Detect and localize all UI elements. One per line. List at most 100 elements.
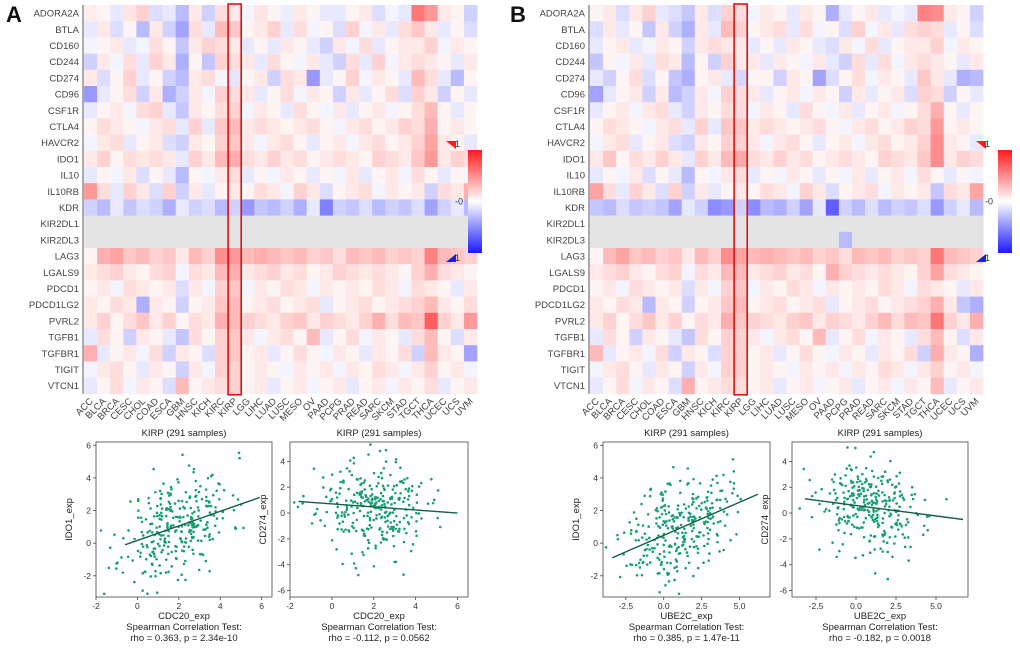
heatmap-cell: [437, 231, 452, 249]
heatmap-cell: [254, 199, 268, 216]
heatmap-cell: [878, 361, 892, 378]
stat-title: Spearman Correlation Test:: [629, 622, 744, 633]
y-tick-label: 2: [86, 506, 91, 516]
scatter-point: [835, 512, 839, 516]
heatmap-cell: [123, 183, 137, 200]
heatmap-cell: [162, 231, 177, 249]
scatter-point: [417, 512, 421, 515]
heatmap-cell: [865, 118, 879, 135]
heatmap-cell: [812, 37, 827, 54]
heatmap-cell: [786, 69, 800, 87]
heatmap-cell: [825, 312, 840, 330]
heatmap-cell: [590, 53, 604, 71]
scatter-point: [838, 481, 842, 485]
heatmap-cell: [149, 361, 163, 378]
scatter-point: [895, 523, 899, 527]
scatter-point: [160, 550, 163, 554]
heatmap-cell: [372, 280, 386, 297]
heatmap-cell: [956, 296, 971, 314]
scatter-point: [900, 493, 904, 497]
gene-label: CD244: [49, 57, 79, 68]
scatter-point: [697, 504, 701, 508]
heatmap-cell: [123, 312, 137, 330]
x-tick-label: 0: [135, 601, 140, 611]
heatmap-cell: [930, 231, 945, 249]
heatmap-cell: [799, 134, 814, 152]
scatter-point: [725, 513, 729, 516]
heatmap-cell: [812, 5, 827, 22]
heatmap-cell: [930, 312, 945, 330]
y-tick-label: 2: [593, 506, 598, 516]
scatter-point: [715, 498, 718, 502]
x-tick-label: 4: [413, 601, 418, 611]
scatter-point: [136, 499, 140, 503]
heatmap-cell: [450, 183, 465, 200]
scatter-point: [312, 467, 316, 471]
heatmap-cell: [149, 183, 163, 200]
scatter-point: [184, 578, 187, 582]
scatter-point: [354, 529, 358, 533]
scatter-point: [810, 494, 814, 498]
y-tick-label: 0: [280, 508, 285, 518]
scatter-point: [847, 489, 850, 493]
scatter-point: [159, 503, 163, 506]
scatter-point: [695, 506, 698, 510]
heatmap-cell: [616, 21, 630, 38]
heatmap-cell: [267, 5, 281, 22]
scatter-point: [882, 529, 886, 533]
heatmap-cell: [359, 134, 373, 152]
heatmap-cell: [747, 21, 761, 38]
heatmap-cell: [930, 86, 945, 103]
heatmap-cell: [411, 199, 425, 216]
heatmap-cell: [603, 296, 617, 314]
scatter-point: [722, 510, 726, 513]
scatter-point: [858, 489, 861, 492]
heatmap-cell: [956, 377, 971, 395]
scatter-point: [868, 551, 872, 555]
heatmap-a: ADORA2ABTLACD160CD244CD274CD96CSF1RCTLA4…: [29, 3, 478, 424]
scatter-point: [913, 492, 917, 496]
scatter-point: [386, 514, 389, 518]
gene-label: IL10: [61, 171, 80, 182]
legend-min-label: -1: [982, 253, 990, 263]
scatter-point: [687, 481, 690, 485]
heatmap-cell: [149, 134, 163, 152]
heatmap-cell: [346, 37, 360, 54]
heatmap-cell: [201, 312, 216, 330]
heatmap-cell: [956, 69, 971, 87]
heatmap-cell: [411, 296, 425, 314]
heatmap-cell: [228, 345, 242, 362]
scatter-point: [199, 484, 202, 488]
heatmap-cell: [838, 118, 853, 135]
heatmap-cell: [136, 312, 150, 330]
heatmap-cell: [372, 264, 386, 281]
heatmap-cell: [424, 37, 439, 54]
scatter-point: [217, 531, 221, 534]
scatter-point: [901, 533, 905, 536]
heatmap-cell: [773, 183, 787, 200]
heatmap-cell: [280, 248, 294, 265]
x-tick-label: 0.0: [850, 601, 862, 611]
heatmap-cell: [812, 329, 827, 346]
heatmap-cell: [411, 86, 425, 103]
heatmap-cell: [215, 264, 229, 281]
scatter-point: [843, 531, 846, 535]
scatter-point: [188, 496, 191, 500]
gene-label: IDO1: [563, 154, 585, 165]
heatmap-cell: [346, 361, 360, 378]
heatmap-cell: [201, 134, 216, 152]
scatter-point: [146, 592, 149, 596]
scatter-point: [632, 511, 636, 514]
gene-label: TIGIT: [561, 365, 585, 376]
heatmap-cell: [917, 21, 931, 38]
heatmap-cell: [201, 69, 216, 87]
scatter-point: [330, 473, 334, 476]
scatter-point: [292, 501, 296, 504]
heatmap-cell: [603, 86, 617, 103]
heatmap-cell: [293, 377, 308, 395]
heatmap-cell: [110, 86, 124, 103]
heatmap-cell: [280, 264, 294, 281]
heatmap-cell: [878, 215, 892, 233]
heatmap-cell: [655, 329, 669, 346]
heatmap-cell: [201, 37, 216, 54]
